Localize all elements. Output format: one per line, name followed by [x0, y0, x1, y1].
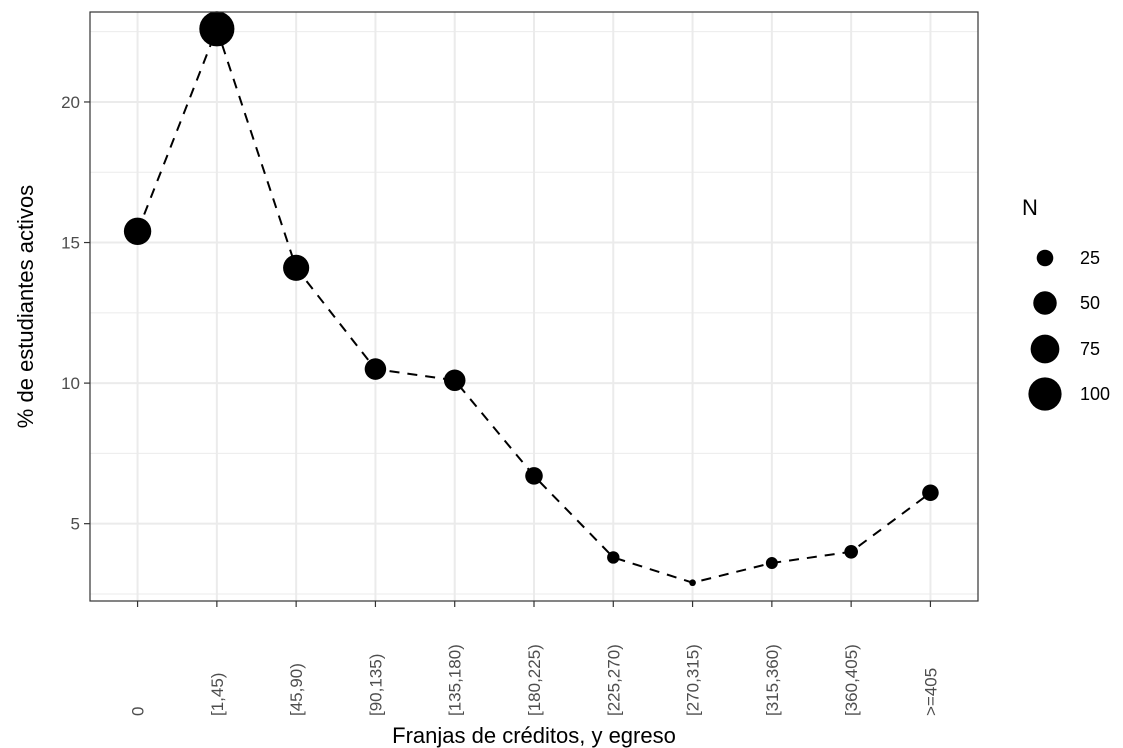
data-point: [525, 467, 543, 485]
legend-key-symbol: [1033, 291, 1057, 315]
series-line: [136, 25, 931, 584]
x-tick-label: [225,270): [604, 644, 623, 716]
y-axis-title: % de estudiantes activos: [13, 185, 38, 428]
legend-key-label: 25: [1080, 248, 1100, 268]
x-tick-label: [135,180): [446, 644, 465, 716]
x-tick-label: [180,225): [525, 644, 544, 716]
legend-title: N: [1022, 195, 1038, 220]
x-axis-title: Franjas de créditos, y egreso: [392, 723, 676, 748]
x-tick-label: [45,90): [287, 663, 306, 716]
y-tick-label: 10: [61, 374, 80, 393]
legend-keys: 25 50 75 100: [1028, 248, 1110, 411]
data-point: [765, 557, 778, 570]
legend-key-label: 100: [1080, 384, 1110, 404]
y-axis: 5 10 15 20: [61, 93, 90, 534]
legend-key-symbol: [1030, 334, 1060, 364]
x-tick-label: [90,135): [366, 654, 385, 716]
y-tick-label: 20: [61, 93, 80, 112]
data-point: [199, 11, 235, 47]
data-point: [123, 217, 152, 245]
x-tick-label: [315,360): [763, 644, 782, 716]
x-tick-label: 0: [129, 707, 148, 716]
legend: N 25 50 75 100: [1022, 195, 1110, 411]
x-tick-label: [360,405): [842, 644, 861, 716]
data-point: [364, 358, 387, 380]
data-point: [689, 579, 696, 587]
grid-major-lines: [90, 12, 978, 601]
data-point: [443, 369, 466, 392]
legend-key-symbol: [1036, 249, 1054, 267]
x-tick-label: >=405: [921, 668, 940, 716]
data-point: [844, 544, 858, 559]
y-tick-label: 5: [71, 515, 80, 534]
legend-key-label: 75: [1080, 339, 1100, 359]
x-tick-label: [1,45): [208, 673, 227, 716]
data-point: [922, 484, 939, 502]
legend-key-label: 50: [1080, 293, 1100, 313]
y-tick-label: 15: [61, 234, 80, 253]
data-point: [283, 254, 310, 281]
x-tick-label: [270,315): [684, 644, 703, 716]
x-axis: 0 [1,45) [45,90) [90,135) [135,180) [180,225)…: [129, 601, 940, 716]
data-point: [607, 551, 620, 564]
legend-key-symbol: [1028, 377, 1062, 411]
data-points: [123, 11, 939, 587]
